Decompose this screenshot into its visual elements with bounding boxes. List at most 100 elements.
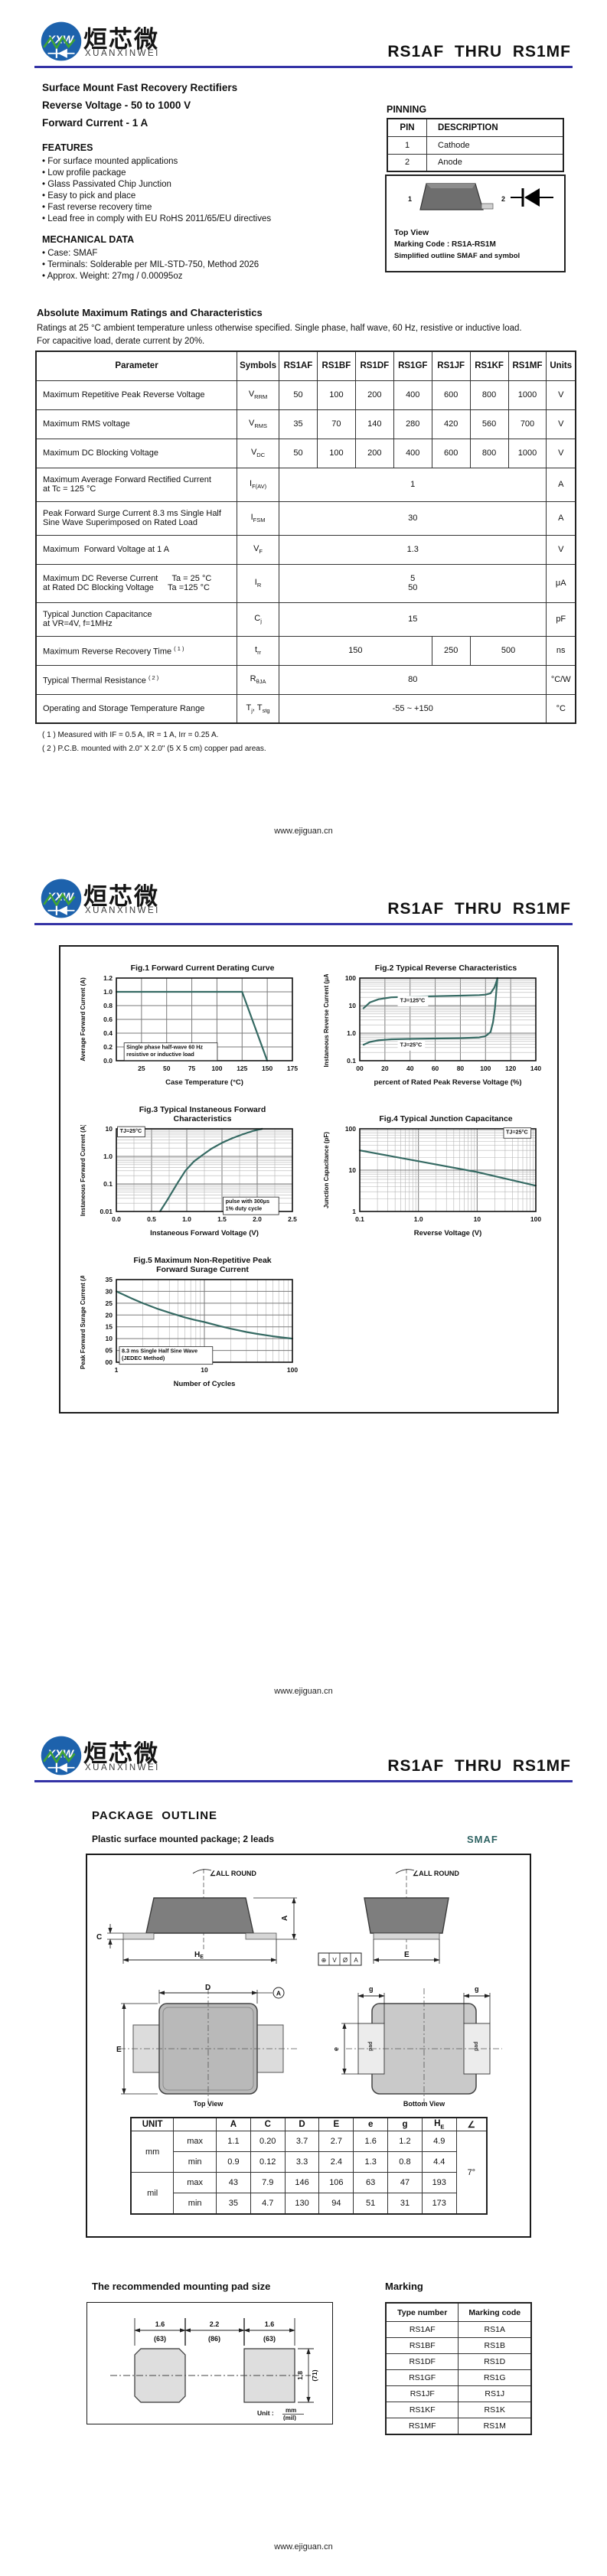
pinning-col-desc: DESCRIPTION (426, 118, 564, 137)
cell: 400 (393, 380, 432, 410)
figure-4: Fig.4 Typical Junction Capacitance TJ=25… (320, 1105, 550, 1251)
row-unit: V (546, 438, 576, 468)
cell: 400 (393, 438, 432, 468)
row-param: Typical Thermal Resistance ( 2 ) (35, 664, 238, 695)
datum-a-label: A (276, 1990, 281, 1997)
limit-cell: max (173, 2172, 217, 2194)
dim-d-label: D (205, 1984, 210, 1992)
cell: 280 (393, 409, 432, 439)
row-param: Maximum Forward Voltage at 1 A (35, 534, 238, 565)
x-axis-label: Number of Cycles (174, 1380, 236, 1388)
pinning-col-pin: PIN (387, 118, 428, 137)
figure-title: Fig.1 Forward Current Derating Curve (130, 964, 275, 973)
row-param: Maximum Reverse Recovery Time ( 1 ) (35, 635, 238, 666)
unit-top: mm (286, 2407, 296, 2414)
fig1-series-0 (115, 990, 269, 1062)
row-symbol: trr (237, 635, 280, 666)
svg-text:10: 10 (474, 1215, 481, 1223)
y-axis-label: Average Forward Current (A) (80, 977, 86, 1061)
ratings-desc-line: Ratings at 25 °C ambient temperature unl… (37, 324, 522, 333)
table-row: Peak Forward Surge Current 8.3 ms Single… (35, 501, 576, 536)
svg-text:0.5: 0.5 (147, 1215, 156, 1223)
header-rule (34, 923, 573, 925)
cell: 420 (431, 409, 471, 439)
pin-desc: Anode (426, 153, 564, 172)
fig4-canvas: TJ=25°C 0.1 1.0 10 100 1 10 100 Reverse Voltage … (323, 1125, 541, 1237)
fig4-series-0 (358, 1149, 537, 1187)
pad-label: pad (368, 2042, 374, 2051)
mechanical-item: Terminals: Solderable per MIL-STD-750, M… (42, 259, 259, 271)
fig3-series-0 (158, 1127, 263, 1213)
cell: 600 (431, 380, 471, 410)
svg-text:20: 20 (381, 1065, 389, 1072)
pad-dim: 1.6 (155, 2320, 165, 2328)
feature-item: Glass Passivated Chip Junction (42, 179, 271, 191)
cell: 100 (316, 380, 356, 410)
col-header: RS1AF (279, 351, 318, 381)
company-logo-icon: XXW (41, 21, 82, 61)
figure-title: Fig.5 Maximum Non-Repetitive Peak Forwar… (133, 1256, 272, 1274)
svg-text:0.1: 0.1 (103, 1180, 113, 1188)
table-row: mil max 43 7.9 146 106 63 47 193 (130, 2172, 487, 2215)
row-symbol: VRMS (237, 409, 280, 439)
cell: 35 (279, 409, 318, 439)
product-subtitle: Surface Mount Fast Recovery Rectifiers R… (42, 79, 237, 132)
chart-annotation: TJ=25°C (120, 1127, 142, 1134)
svg-text:100: 100 (211, 1065, 222, 1072)
bottom-view-caption: Bottom View (403, 2100, 445, 2108)
ratings-heading: Absolute Maximum Ratings and Characteris… (37, 307, 263, 318)
table-row: mm max 1.1 0.20 3.7 2.7 1.6 1.2 4.9 7° (130, 2131, 488, 2215)
pad-dim-mil: (86) (208, 2335, 220, 2343)
col-header: Type number (385, 2302, 459, 2322)
row-param: Peak Forward Surge Current 8.3 ms Single… (35, 501, 238, 536)
row-symbol: IFSM (237, 501, 280, 536)
col-header: C (250, 2117, 286, 2132)
marking-heading: Marking (385, 2281, 423, 2292)
table-row: Typical Junction Capacitance at VR=4V, f=… (35, 602, 576, 637)
case-name: SMAF (467, 1834, 498, 1845)
table-row: RS1AF RS1A (385, 2321, 532, 2338)
pinning-heading: PINNING (387, 104, 427, 115)
features-heading: FEATURES (42, 142, 93, 153)
row-unit: °C/W (546, 664, 576, 695)
svg-text:0.1: 0.1 (347, 1057, 356, 1065)
row-symbol: IR (237, 563, 280, 603)
doc-title: RS1AF THRU RS1MF (387, 900, 571, 918)
table-row: min 35 4.7 130 94 51 31 173 (131, 2193, 487, 2215)
page1-header: XXW 烜芯微 XUANXINWEI RS1AF THRU RS1MF (34, 20, 573, 70)
chart-annotation: Single phase half-wave 60 Hz resistive or… (126, 1044, 203, 1058)
marking-code-label: Marking Code : RS1A-RS1M (394, 240, 496, 249)
col-header: Units (546, 351, 576, 381)
cell: 15 (279, 602, 547, 637)
cell: 200 (354, 438, 394, 468)
svg-text:2.0: 2.0 (253, 1215, 262, 1223)
mounting-pad-box: 1.6 (63) 2.2 (86) 1.6 (63) 1.8 (71) Unit… (86, 2302, 333, 2424)
svg-text:125: 125 (237, 1065, 247, 1072)
chart-annotation: 8.3 ms Single Half Sine Wave (JEDEC Metho… (122, 1348, 197, 1362)
svg-text:100: 100 (345, 1125, 356, 1133)
row-symbol: IF(AV) (237, 467, 280, 502)
mechanical-section: MECHANICAL DATA Case: SMAF Terminals: So… (42, 234, 259, 282)
svg-text:100: 100 (287, 1366, 298, 1374)
figure-title: Fig.4 Typical Junction Capacitance (379, 1114, 513, 1123)
svg-text:15: 15 (106, 1323, 113, 1331)
dim-a-label: A (281, 1916, 289, 1921)
row-param: Typical Junction Capacitance at VR=4V, f=… (35, 602, 238, 637)
unit-cell: mil (130, 2172, 175, 2215)
ratings-desc-line: For capacitive load, derate current by 2… (37, 336, 205, 346)
note-line: ( 2 ) P.C.B. mounted with 2.0" X 2.0" (5… (42, 745, 266, 753)
dim-c-label: C (96, 1933, 102, 1942)
table-row: Maximum RMS voltage VRMS 35 70 140 280 4… (35, 409, 576, 439)
svg-text:35: 35 (106, 1276, 113, 1283)
row-unit: V (546, 534, 576, 565)
col-header: e (353, 2117, 389, 2132)
doc-title: RS1AF THRU RS1MF (387, 43, 571, 60)
svg-text:140: 140 (530, 1065, 541, 1072)
svg-text:0.0: 0.0 (103, 1057, 113, 1065)
col-header: RS1GF (393, 351, 432, 381)
row-unit: A (546, 467, 576, 502)
col-header: Symbols (237, 351, 280, 381)
dim-g-label: g (475, 1985, 479, 1993)
fig2-canvas: TJ=125°C TJ=25°C 00 20 40 60 80 100 120 140 0.1 1.0… (323, 971, 541, 1087)
